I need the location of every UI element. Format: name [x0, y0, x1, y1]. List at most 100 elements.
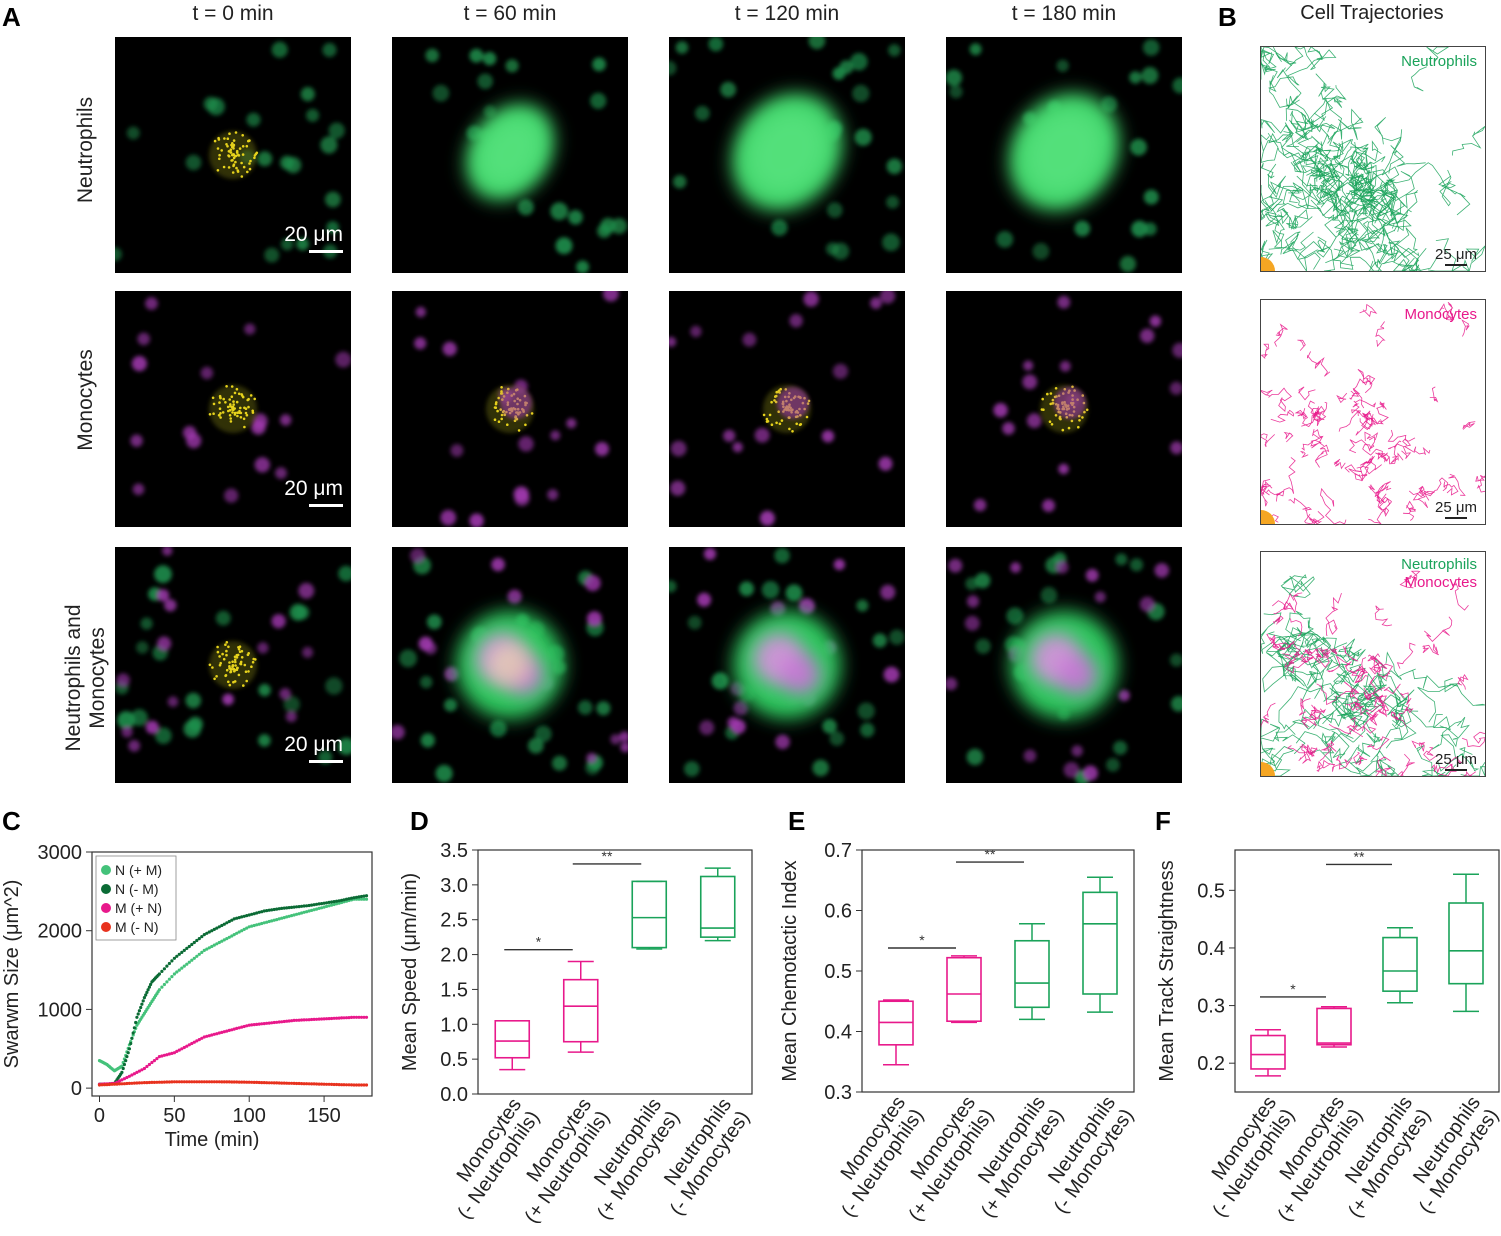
trajectory-track: [1300, 704, 1317, 728]
data-point: [265, 909, 269, 913]
data-point: [144, 993, 148, 997]
data-point: [235, 1080, 239, 1084]
trajectory-track: [1352, 399, 1377, 408]
data-point: [195, 1080, 199, 1084]
data-point: [285, 1081, 289, 1085]
data-point: [255, 911, 259, 915]
x-tick-label: 50: [163, 1105, 185, 1127]
box-iqr: [494, 1020, 531, 1059]
trajectory-track: [1290, 160, 1312, 195]
trajectory-track: [1332, 248, 1374, 271]
trajectory-track: [1391, 697, 1413, 727]
data-point: [175, 1049, 179, 1053]
panel-label-f: F: [1155, 806, 1171, 836]
data-point: [325, 904, 329, 908]
trajectory-track: [1333, 669, 1360, 685]
data-point: [344, 1016, 349, 1020]
data-point: [175, 954, 179, 958]
data-point: [205, 1034, 209, 1038]
trajectory-track: [1320, 487, 1347, 524]
data-point: [207, 1080, 211, 1084]
data-point: [227, 935, 231, 939]
trajectory-track: [1364, 181, 1398, 236]
data-point: [330, 903, 334, 907]
data-point: [315, 1017, 319, 1021]
data-point: [242, 914, 246, 918]
trajectory-track: [1393, 190, 1418, 226]
data-point: [190, 1080, 194, 1084]
trajectory-track: [1261, 47, 1277, 76]
data-point: [272, 1020, 276, 1025]
data-point: [320, 902, 324, 906]
target-marker: [1261, 257, 1275, 271]
trajectory-track: [1322, 687, 1352, 728]
data-point: [297, 1018, 301, 1022]
microscopy-tile: [392, 37, 628, 273]
microscopy-tile: [946, 37, 1182, 273]
data-point: [132, 1072, 136, 1076]
trajectory-track: [1316, 759, 1342, 772]
data-point: [165, 1053, 169, 1057]
trajectory-track: [1376, 727, 1403, 773]
data-point: [342, 1016, 346, 1020]
data-point: [325, 1082, 329, 1086]
data-point: [307, 903, 311, 908]
data-point: [134, 1020, 138, 1025]
data-point: [325, 1017, 329, 1021]
data-point: [149, 982, 153, 987]
data-point: [255, 923, 259, 927]
trajectory-scale-bar: [1445, 517, 1467, 519]
trajectory-track: [1390, 452, 1404, 464]
y-tick-label: 0.7: [824, 840, 852, 862]
data-point: [135, 1015, 139, 1019]
trajectory-track: [1285, 108, 1309, 141]
y-tick-label: 0.0: [440, 1084, 468, 1106]
data-point: [141, 999, 145, 1003]
y-tick-label: 2.0: [440, 945, 468, 967]
microscopy-tile: [669, 291, 905, 527]
data-point: [117, 1082, 122, 1086]
trajectory-track: [1333, 458, 1346, 470]
data-point: [157, 972, 161, 976]
legend-marker: [101, 865, 111, 875]
data-point: [362, 1015, 366, 1019]
microscopy-tile: 20 μm: [115, 547, 351, 783]
data-point: [357, 1015, 361, 1019]
data-point: [302, 1018, 306, 1022]
trajectory-track: [1452, 581, 1469, 611]
y-tick-label: 0.5: [1197, 880, 1225, 902]
data-point: [157, 1080, 161, 1084]
data-point: [295, 1081, 299, 1086]
trajectory-track: [1461, 319, 1470, 337]
data-point: [187, 944, 191, 949]
data-point: [160, 985, 164, 989]
trajectory-track: [1438, 764, 1457, 776]
trajectory-track: [1348, 759, 1384, 776]
data-point: [105, 1083, 109, 1087]
y-tick-label: 0.2: [1197, 1053, 1225, 1075]
data-point: [247, 925, 251, 929]
trajectory-track: [1345, 688, 1365, 712]
trajectory-track: [1276, 632, 1319, 669]
data-point: [220, 939, 224, 943]
data-point: [120, 1064, 124, 1068]
trajectory-track: [1332, 192, 1363, 221]
trajectory-track: [1261, 50, 1275, 68]
data-point: [222, 922, 226, 926]
trajectory-track: [1376, 496, 1393, 517]
scale-bar-label: 20 μm: [284, 477, 343, 500]
data-point: [335, 899, 339, 903]
data-point: [130, 1036, 134, 1040]
data-point: [225, 1029, 229, 1033]
trajectory-track: [1327, 654, 1351, 673]
trajectory-track: [1322, 188, 1358, 230]
trajectory-track: [1261, 134, 1316, 164]
trajectory-track: [1357, 368, 1376, 386]
microscopy-tile: 20 μm: [115, 291, 351, 527]
data-point: [312, 908, 316, 912]
legend-label: M (- N): [115, 919, 159, 935]
data-point: [142, 1081, 146, 1085]
data-point: [102, 1083, 107, 1087]
